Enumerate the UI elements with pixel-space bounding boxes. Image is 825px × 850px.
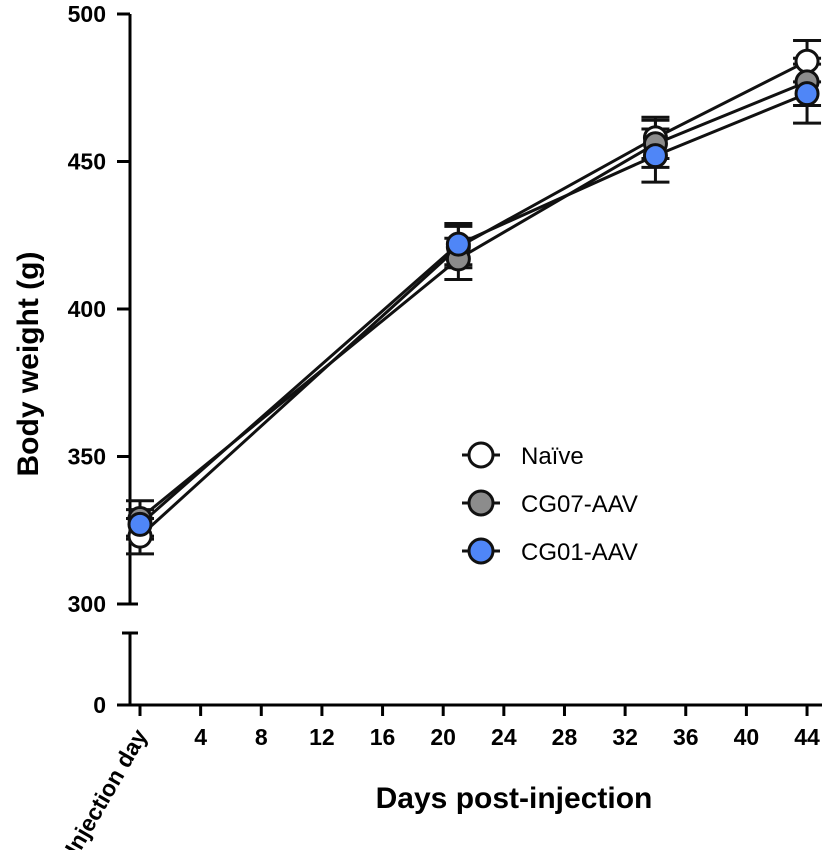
legend: Naïve CG07-AAV CG01-AAV <box>462 441 638 566</box>
x-tick-label-injection-day: Injection day <box>60 724 153 850</box>
y-tick-label: 400 <box>68 296 106 322</box>
y-tick-label: 450 <box>68 149 106 175</box>
x-tick-label: 4 <box>194 724 207 750</box>
x-tick-label: 44 <box>794 724 820 750</box>
x-tick-label: 36 <box>673 724 699 750</box>
x-tick-label: 40 <box>734 724 760 750</box>
data-point <box>445 231 471 257</box>
x-tick-label: 32 <box>612 724 638 750</box>
y-tick-label: 350 <box>68 444 106 470</box>
legend-label: Naïve <box>521 443 584 470</box>
legend-label: CG01-AAV <box>521 539 638 566</box>
legend-label: CG07-AAV <box>521 491 638 518</box>
series-line-0 <box>138 59 808 538</box>
x-ticks: Injection day 4 8 12 16 20 24 28 32 36 40 44 <box>60 705 820 850</box>
x-tick-label: 24 <box>491 724 517 750</box>
y-tick-label: 300 <box>68 591 106 617</box>
y-axis-title: Body weight (g) <box>12 252 45 477</box>
series-line-2 <box>139 92 808 526</box>
y-tick-label: 0 <box>93 692 106 718</box>
x-tick-label: 20 <box>430 724 456 750</box>
x-tick-label: 12 <box>309 724 335 750</box>
legend-marker <box>467 489 495 517</box>
x-tick-label: 8 <box>255 724 268 750</box>
data-point <box>794 81 820 107</box>
x-tick-label: 16 <box>370 724 396 750</box>
y-ticks: 500 450 400 350 300 0 <box>68 1 130 718</box>
data-point <box>642 143 668 169</box>
y-tick-label: 500 <box>68 1 106 27</box>
legend-marker <box>467 537 495 565</box>
data-point <box>127 511 153 537</box>
legend-marker <box>467 441 495 469</box>
series-lines <box>138 59 808 538</box>
series-markers <box>127 48 820 549</box>
data-point <box>794 48 820 74</box>
x-axis-title: Days post-injection <box>376 782 653 815</box>
x-tick-label: 28 <box>552 724 578 750</box>
